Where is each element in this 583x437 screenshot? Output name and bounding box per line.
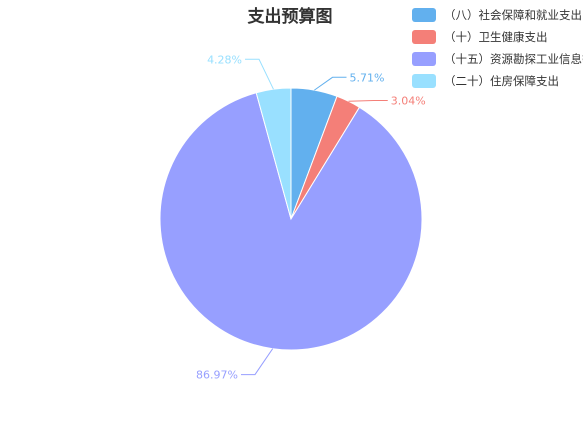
legend-swatch xyxy=(412,8,436,22)
legend-label: （八）社会保障和就业支出 xyxy=(444,8,582,22)
legend-label: （十五）资源勘探工业信息等支出 xyxy=(444,52,583,66)
chart-title: 支出预算图 xyxy=(247,7,333,27)
legend-item[interactable]: （八）社会保障和就业支出 xyxy=(412,4,583,26)
leader-line xyxy=(245,58,274,90)
legend-item[interactable]: （十五）资源勘探工业信息等支出 xyxy=(412,48,583,70)
legend-label: （十）卫生健康支出 xyxy=(444,30,548,44)
legend[interactable]: （八）社会保障和就业支出 （十）卫生健康支出 （十五）资源勘探工业信息等支出 （… xyxy=(412,4,583,92)
leader-line xyxy=(348,100,388,102)
leader-line xyxy=(314,76,347,91)
slice-label: 5.71% xyxy=(350,71,385,84)
leader-line xyxy=(240,348,274,376)
pie-slice[interactable] xyxy=(255,87,292,220)
pie-slice[interactable] xyxy=(159,92,423,351)
legend-swatch xyxy=(412,74,436,88)
slice-label: 86.97% xyxy=(196,369,238,382)
slice-label: 4.28% xyxy=(207,53,242,66)
slice-label: 3.04% xyxy=(391,95,426,108)
legend-item[interactable]: （十）卫生健康支出 xyxy=(412,26,583,48)
legend-label: （二十）住房保障支出 xyxy=(444,74,559,88)
legend-swatch xyxy=(412,30,436,44)
legend-swatch xyxy=(412,52,436,66)
legend-item[interactable]: （二十）住房保障支出 xyxy=(412,70,583,92)
